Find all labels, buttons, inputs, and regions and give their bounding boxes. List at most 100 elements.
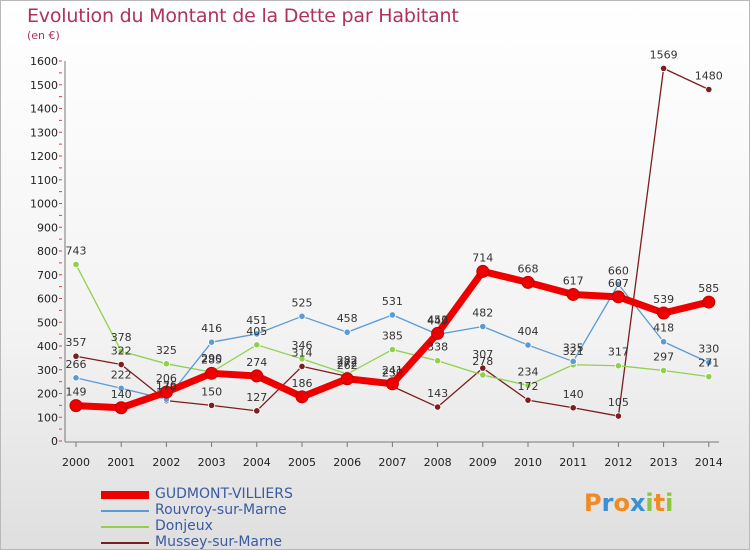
- y-tick-label: 200: [37, 388, 58, 401]
- data-label: 290: [201, 352, 222, 365]
- x-tick-label: 2007: [378, 456, 406, 469]
- data-point: [298, 362, 306, 371]
- legend-label: GUDMONT-VILLIERS: [155, 486, 293, 502]
- data-label: 418: [653, 322, 674, 335]
- y-tick-label: 1200: [30, 150, 58, 163]
- proxiti-logo: Proxiti: [584, 489, 673, 517]
- data-point: [69, 399, 83, 413]
- data-point: [521, 275, 535, 289]
- legend-swatch: [101, 526, 149, 528]
- data-label: 149: [66, 386, 87, 399]
- y-tick-label: 1100: [30, 174, 58, 187]
- data-label: 539: [653, 293, 674, 306]
- x-tick-label: 2011: [559, 456, 587, 469]
- data-label: 278: [472, 355, 493, 368]
- data-point: [657, 306, 671, 320]
- data-point: [72, 352, 80, 360]
- data-label: 458: [337, 312, 358, 325]
- data-point: [569, 404, 577, 412]
- y-tick-label: 300: [37, 364, 58, 377]
- data-point: [476, 264, 490, 278]
- data-label: 143: [427, 387, 448, 400]
- data-label: 385: [382, 330, 403, 343]
- x-tick-label: 2000: [62, 456, 90, 469]
- data-label: 274: [246, 356, 267, 369]
- data-label: 607: [608, 277, 629, 290]
- data-label: 241: [382, 364, 403, 377]
- data-label: 1569: [650, 48, 678, 61]
- data-label: 272: [337, 356, 358, 369]
- data-label: 186: [292, 377, 313, 390]
- logo-letter: o: [613, 489, 630, 517]
- logo-letter: i: [645, 489, 654, 517]
- data-label: 170: [156, 381, 177, 394]
- data-point: [298, 312, 306, 320]
- data-label: 176: [156, 379, 177, 392]
- y-tick-label: 1300: [30, 126, 58, 139]
- data-point: [298, 355, 306, 363]
- data-label: 585: [698, 282, 719, 295]
- legend-item: Rouvroy-sur-Marne: [101, 502, 361, 519]
- x-tick-label: 2013: [650, 456, 678, 469]
- data-label: 378: [111, 331, 132, 344]
- data-point: [524, 381, 532, 390]
- data-label: 234: [518, 365, 539, 378]
- y-tick-label: 1500: [30, 79, 58, 92]
- x-tick-label: 2002: [152, 456, 180, 469]
- x-tick-label: 2003: [198, 456, 226, 469]
- data-label: 140: [111, 388, 132, 401]
- x-tick-label: 2009: [469, 456, 497, 469]
- data-label: 525: [292, 296, 313, 309]
- data-label: 449: [427, 314, 448, 327]
- data-label: 714: [472, 251, 493, 264]
- data-point: [479, 371, 487, 379]
- data-point: [659, 366, 668, 375]
- data-point: [479, 364, 487, 372]
- data-label: 271: [698, 357, 719, 370]
- logo-letter: P: [584, 489, 602, 517]
- data-label: 105: [608, 396, 629, 409]
- data-point: [479, 322, 487, 331]
- chart-unit: (en €): [27, 29, 60, 42]
- x-tick-label: 2004: [243, 456, 271, 469]
- data-point: [614, 412, 623, 420]
- data-point: [385, 377, 399, 391]
- logo-letter: t: [653, 489, 666, 517]
- data-label: 206: [156, 372, 177, 385]
- data-point: [524, 341, 532, 349]
- data-label: 230: [382, 366, 403, 379]
- data-point: [702, 295, 716, 309]
- legend-label: Donjeux: [155, 518, 213, 534]
- logo-letter: i: [665, 489, 674, 517]
- data-label: 307: [472, 348, 493, 361]
- data-label: 668: [518, 262, 539, 275]
- data-label: 172: [518, 380, 539, 393]
- legend-item: Mussey-sur-Marne: [101, 534, 361, 549]
- y-tick-label: 800: [37, 245, 58, 258]
- data-label: 317: [608, 346, 629, 359]
- legend-swatch: [101, 542, 149, 544]
- data-point: [659, 64, 668, 72]
- data-label: 150: [201, 385, 222, 398]
- data-point: [208, 338, 216, 346]
- data-label: 297: [653, 350, 674, 363]
- data-point: [705, 85, 713, 94]
- data-point: [205, 366, 219, 380]
- data-point: [253, 407, 261, 415]
- data-label: 660: [608, 264, 629, 277]
- data-label: 346: [292, 339, 313, 352]
- data-point: [433, 357, 442, 365]
- data-point: [659, 338, 668, 346]
- data-point: [388, 311, 396, 319]
- data-label: 482: [472, 307, 493, 320]
- data-label: 330: [698, 343, 719, 356]
- x-tick-label: 2001: [107, 456, 135, 469]
- data-label: 1480: [695, 70, 723, 83]
- legend-item: GUDMONT-VILLIERS: [101, 486, 361, 503]
- x-tick-label: 2010: [514, 456, 542, 469]
- data-label: 325: [156, 344, 177, 357]
- data-label: 314: [292, 346, 313, 359]
- logo-letter: x: [629, 489, 646, 517]
- data-label: 222: [111, 368, 132, 381]
